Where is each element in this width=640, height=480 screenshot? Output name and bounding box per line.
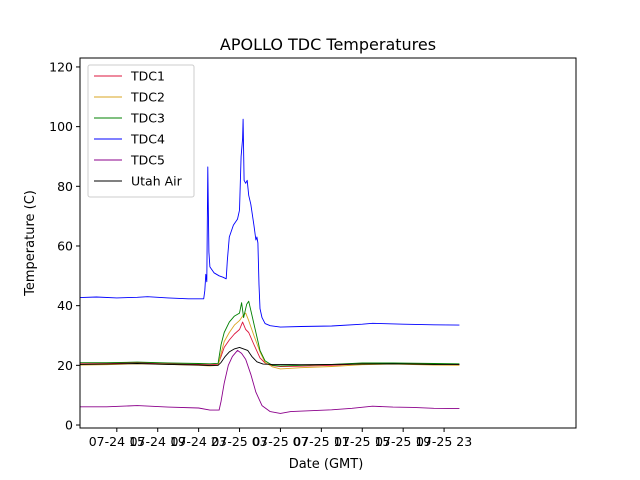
y-tick-label: 100: [49, 119, 73, 134]
legend-label-tdc4: TDC4: [130, 132, 165, 147]
y-axis-title: Temperature (C): [23, 190, 38, 297]
y-tick-label: 60: [57, 238, 73, 253]
legend-label-tdc2: TDC2: [130, 90, 165, 105]
series-line-tdc5: [80, 349, 460, 414]
series-line-tdc4: [80, 118, 460, 328]
x-tick-label: 07-25 15: [334, 434, 390, 449]
y-tick-label: 20: [57, 358, 73, 373]
series-group: [80, 118, 460, 414]
legend-label-utah-air: Utah Air: [131, 174, 183, 189]
x-tick-label: 07-24 19: [130, 434, 186, 449]
legend-box: [87, 64, 195, 198]
x-tick-label: 07-24 23: [171, 434, 227, 449]
x-tick-label: 07-25 03: [211, 434, 267, 449]
chart-title: APOLLO TDC Temperatures: [220, 35, 436, 54]
y-tick-label: 120: [49, 59, 73, 74]
y-tick-label: 40: [57, 298, 73, 313]
series-line-tdc1: [80, 321, 460, 367]
legend-label-tdc3: TDC3: [130, 111, 165, 126]
x-tick-label: 07-25 23: [416, 434, 472, 449]
legend-label-tdc5: TDC5: [130, 153, 165, 168]
y-tick-label: 0: [65, 418, 73, 433]
x-tick-label: 07-25 11: [293, 434, 349, 449]
series-line-utah-air: [80, 346, 460, 367]
y-tick-label: 80: [57, 179, 73, 194]
legend-label-tdc1: TDC1: [130, 69, 165, 84]
x-axis-title: Date (GMT): [289, 457, 364, 472]
x-tick-label: 07-25 07: [252, 434, 308, 449]
plot-frame: [79, 57, 577, 429]
x-tick-label: 07-24 15: [89, 434, 145, 449]
x-tick-label: 07-25 19: [375, 434, 431, 449]
